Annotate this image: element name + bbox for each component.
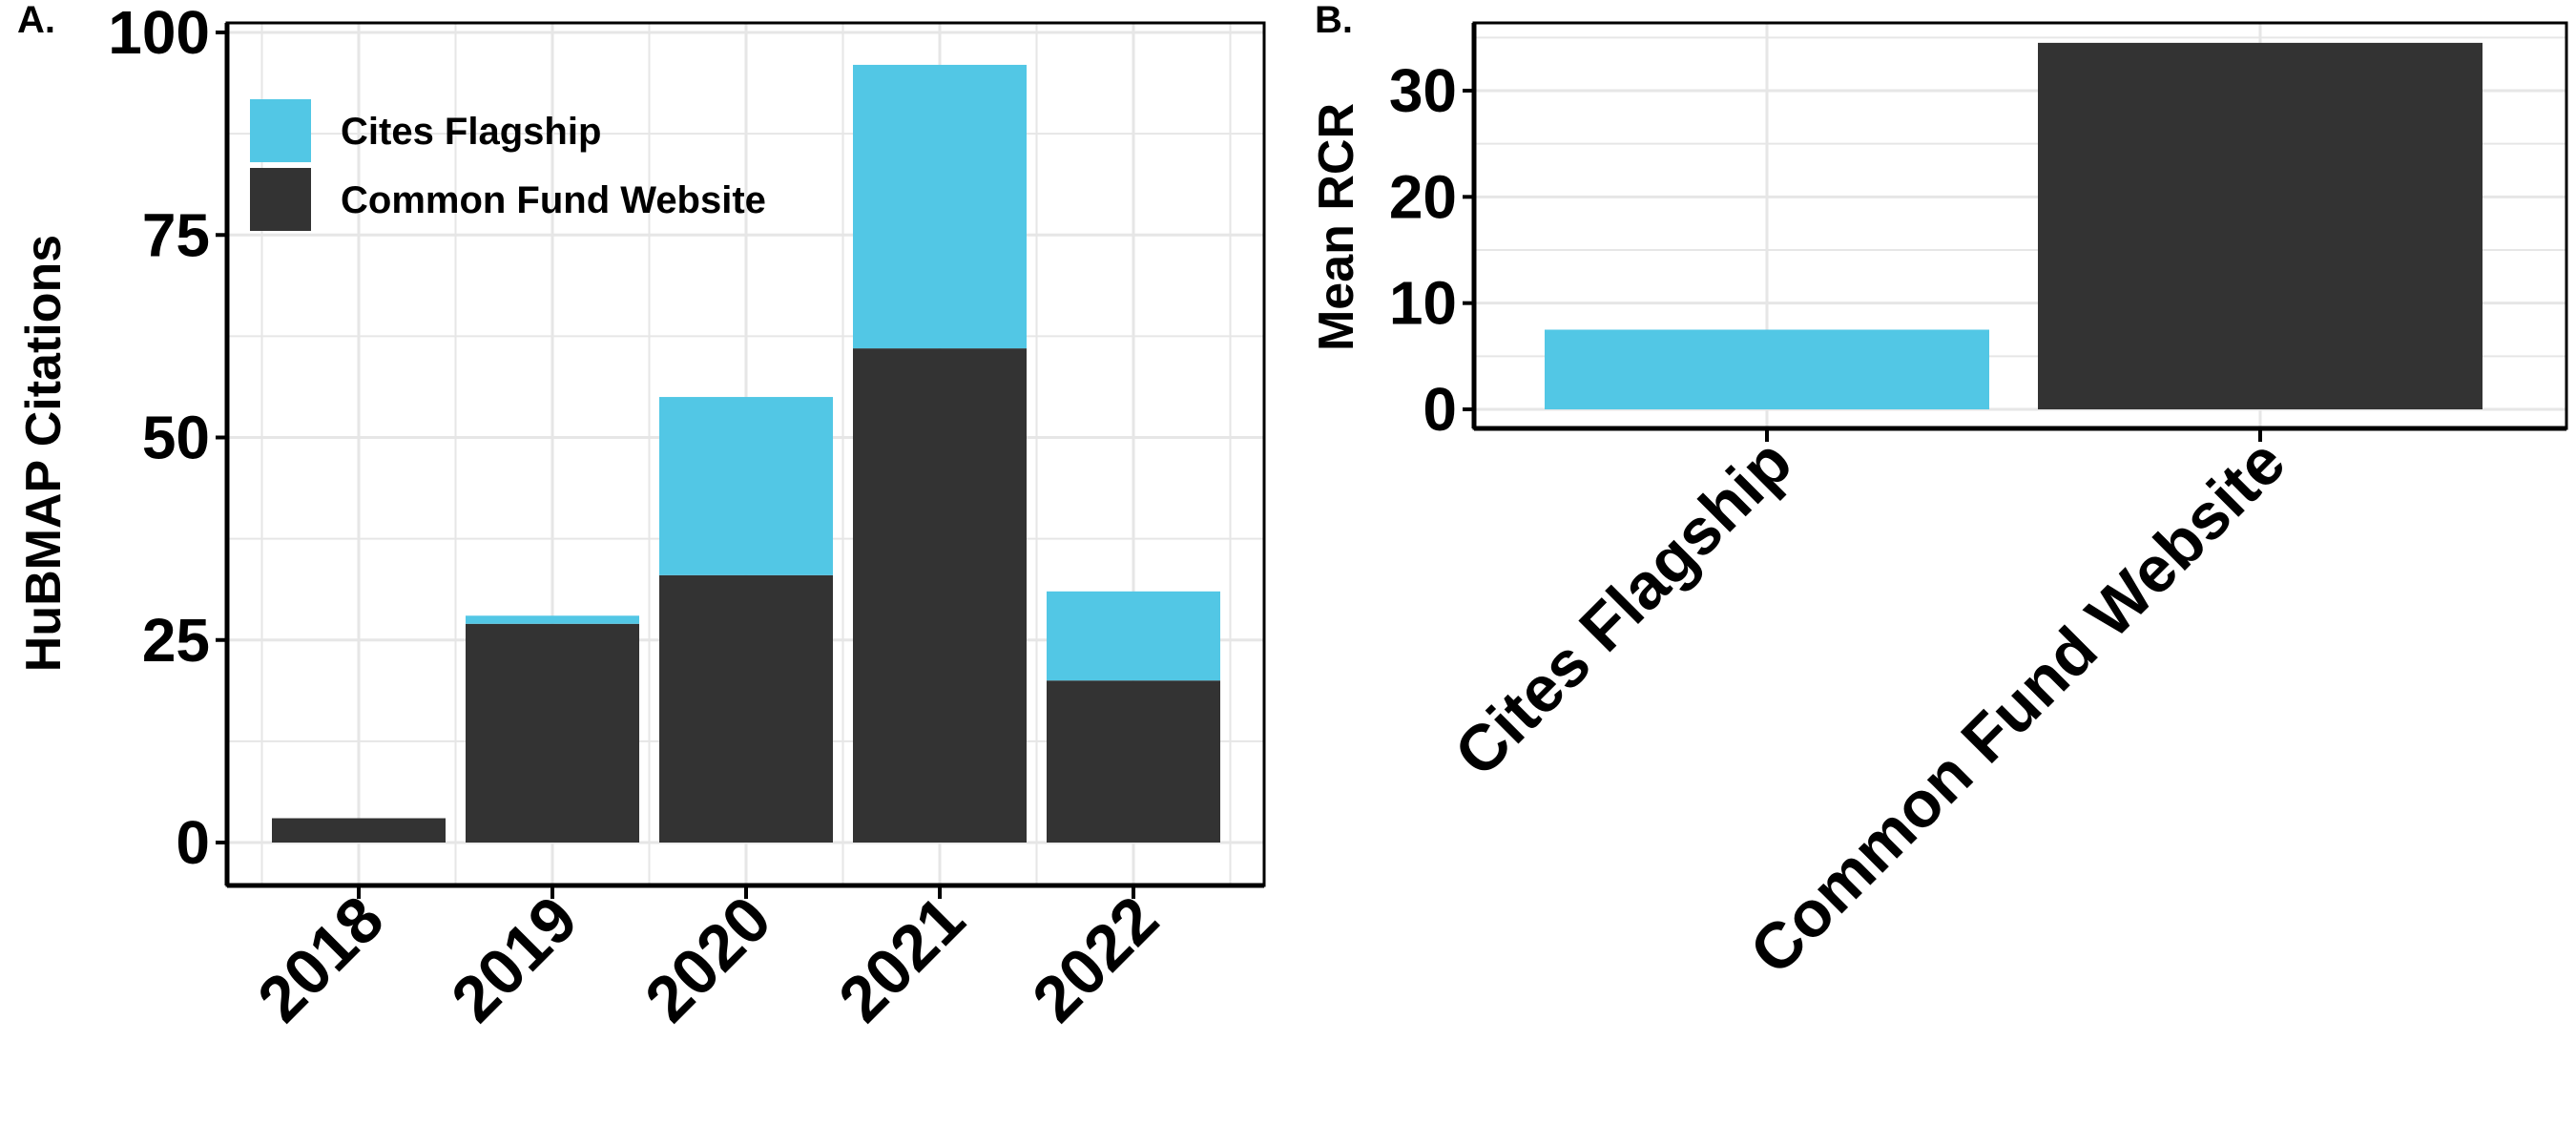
panel-a-chart: A. 0 25 50 75 100 2018 2019 2020 2021 2022 HuBMA… [16, 0, 1266, 1036]
y-tick-label: 25 [142, 606, 210, 675]
bar-common-fund-website-2020 [659, 574, 833, 843]
panel-b-bars [1545, 42, 2483, 410]
x-tick-label: 2019 [438, 883, 592, 1036]
bar-cites-flagship-2020 [659, 397, 833, 575]
bar-common-fund-website-2021 [853, 348, 1027, 843]
bar-cites-flagship-2022 [1047, 591, 1220, 681]
bar-common-fund-website-2019 [466, 623, 639, 843]
panel-b-y-axis-title: Mean RCR [1309, 103, 1364, 351]
legend-swatch [250, 168, 311, 231]
legend-label: Common Fund Website [341, 179, 766, 221]
x-tick-label: 2021 [825, 883, 979, 1036]
y-tick-label: 0 [1423, 375, 1457, 444]
panel-b-y-ticks: 0 10 20 30 [1389, 56, 1474, 444]
y-tick-label: 10 [1389, 269, 1457, 338]
bar-cites-flagship-2019 [466, 615, 639, 624]
x-tick-label: 2018 [244, 883, 398, 1036]
y-tick-label: 0 [176, 808, 210, 877]
bar-common-fund-website-2018 [272, 818, 446, 843]
x-tick-label: Common Fund Website [1736, 426, 2299, 989]
x-tick-label: 2022 [1019, 883, 1173, 1036]
bar-common-fund-website-2022 [1047, 680, 1220, 843]
panel-a-y-ticks: 0 25 50 75 100 [108, 0, 227, 877]
panel-b-label: B. [1315, 0, 1353, 41]
panel-a-x-ticks: 2018 2019 2020 2021 2022 [244, 883, 1173, 1036]
bar-cites-flagship-2021 [853, 64, 1027, 349]
panel-a-legend: Cites Flagship Common Fund Website [250, 99, 766, 231]
bar-cites-flagship [1545, 329, 1989, 409]
x-tick-label: 2020 [632, 883, 785, 1036]
bar-common-fund-website [2038, 42, 2483, 410]
y-tick-label: 30 [1389, 56, 1457, 125]
panel-a-label: A. [17, 0, 55, 41]
y-tick-label: 75 [142, 200, 210, 269]
panel-a-bars [272, 64, 1220, 843]
panel-a-y-axis-title: HuBMAP Citations [16, 235, 72, 672]
y-tick-label: 100 [108, 0, 210, 67]
legend-label: Cites Flagship [341, 111, 601, 153]
legend-swatch [250, 99, 311, 162]
y-tick-label: 50 [142, 404, 210, 472]
y-tick-label: 20 [1389, 162, 1457, 231]
x-tick-label: Cites Flagship [1441, 426, 1805, 790]
